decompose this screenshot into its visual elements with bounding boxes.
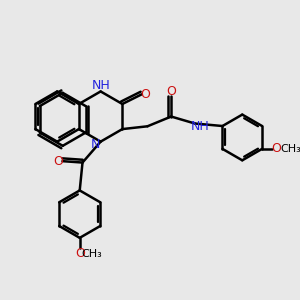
Text: O: O xyxy=(53,155,63,168)
Text: O: O xyxy=(166,85,176,98)
Text: NH: NH xyxy=(91,79,110,92)
Text: CH₃: CH₃ xyxy=(81,249,102,259)
Text: CH₃: CH₃ xyxy=(280,144,300,154)
Text: O: O xyxy=(271,142,281,155)
Text: NH: NH xyxy=(190,120,209,134)
Text: N: N xyxy=(91,138,100,151)
Text: O: O xyxy=(75,247,85,260)
Text: O: O xyxy=(140,88,150,101)
